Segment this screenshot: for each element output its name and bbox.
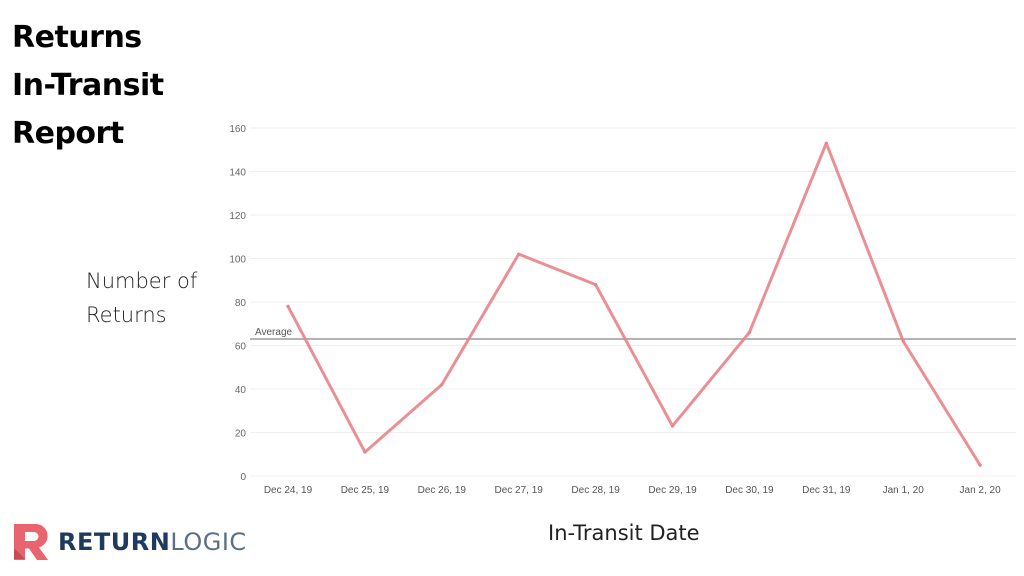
data-point [286,304,290,308]
y-tick-label: 80 [235,298,247,309]
y-tick-label: 120 [229,211,246,222]
title-line-2: In-Transit [12,68,164,103]
average-label: Average [255,327,293,338]
title-line-3: Report [12,116,124,151]
y-axis-label-line-1: Number of [86,269,198,293]
brand-part-2: LOGIC [170,528,247,556]
report-title: Returns In-Transit Report [12,14,164,158]
brand-wordmark: RETURNLOGIC [58,528,247,556]
y-tick-label: 140 [229,168,246,179]
data-point [363,450,367,454]
series-line [286,141,982,467]
y-tick-label: 20 [235,429,247,440]
title-line-1: Returns [12,20,142,55]
data-point [670,424,675,428]
data-point [594,283,598,287]
x-tick-label: Dec 29, 19 [648,485,697,496]
data-point [440,383,444,387]
x-tick-label: Dec 31, 19 [802,485,851,496]
x-tick-label: Jan 2, 20 [960,485,1002,496]
x-axis-label: In-Transit Date [548,521,700,545]
y-axis-label-line-2: Returns [86,303,167,327]
x-tick-label: Dec 27, 19 [495,485,544,496]
y-tick-label: 40 [235,385,247,396]
brand-part-1: RETURN [58,528,171,556]
x-tick-label: Dec 26, 19 [418,485,467,496]
y-tick-label: 100 [229,255,246,266]
x-tick-label: Dec 28, 19 [571,485,620,496]
data-point [901,339,905,343]
x-tick-label: Jan 1, 20 [883,485,925,496]
x-tick-label: Dec 30, 19 [725,485,774,496]
y-tick-label: 60 [235,342,247,353]
data-point [747,330,752,335]
data-point [978,463,982,467]
x-tick-label: Dec 25, 19 [341,485,390,496]
y-tick-label: 0 [240,472,246,483]
returnlogic-logo-icon [14,524,48,560]
data-point [824,141,828,145]
y-tick-label: 160 [229,124,246,135]
x-tick-label: Dec 24, 19 [264,485,313,496]
y-axis-label: Number of Returns [86,264,197,332]
data-point [517,252,521,256]
